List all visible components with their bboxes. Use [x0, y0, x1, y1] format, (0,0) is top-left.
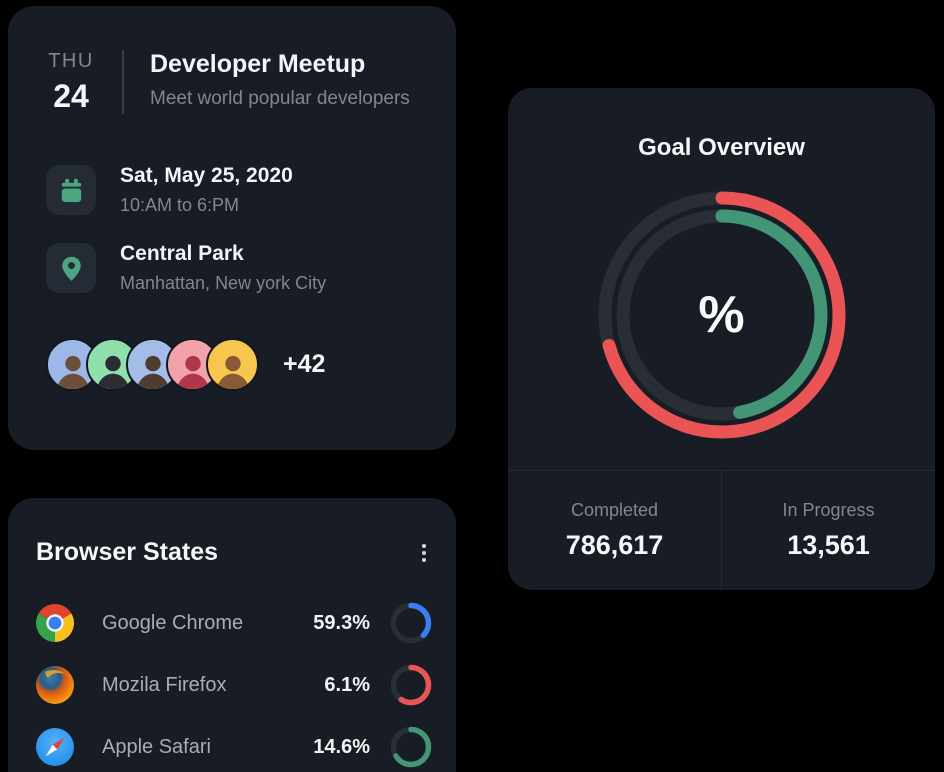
- event-subtitle: Meet world popular developers: [150, 88, 410, 109]
- browser-states-title: Browser States: [36, 538, 219, 566]
- browser-name: Mozila Firefox: [102, 673, 227, 696]
- browser-usage-ring: [390, 664, 432, 706]
- event-time-text: 10:AM to 6:PM: [120, 195, 240, 215]
- browser-row-chrome: Google Chrome 59.3%: [36, 598, 432, 648]
- event-location-name: Central Park: [120, 242, 244, 265]
- event-title: Developer Meetup: [150, 50, 366, 78]
- browser-row-safari: Apple Safari 14.6%: [36, 722, 432, 772]
- browser-percent: 59.3%: [313, 611, 370, 634]
- calendar-icon: [46, 165, 96, 215]
- safari-icon: [36, 728, 74, 766]
- goal-overview-card: Goal Overview % Completed 786,617 In Pro…: [508, 88, 935, 590]
- goal-stat-completed: Completed 786,617: [508, 471, 721, 590]
- stat-label: In Progress: [782, 500, 875, 520]
- stat-value: 786,617: [565, 530, 664, 560]
- event-date-badge: THU 24: [42, 50, 100, 115]
- location-pin-icon: [46, 243, 96, 293]
- event-day-number: 24: [53, 78, 89, 114]
- browser-row-firefox: Mozila Firefox 6.1%: [36, 660, 432, 710]
- browser-list: Google Chrome 59.3%: [36, 598, 432, 772]
- attendee-more-count: +42: [283, 350, 326, 378]
- event-location-row: Central Park Manhattan, New york City: [46, 242, 326, 294]
- goal-inprogress-arc: [616, 209, 827, 421]
- event-day-label: THU: [48, 50, 94, 72]
- goal-percent-label: %: [698, 286, 745, 344]
- browser-percent: 14.6%: [313, 735, 370, 758]
- goal-stats-row: Completed 786,617 In Progress 13,561: [508, 470, 935, 590]
- goal-donut-chart: %: [587, 180, 857, 450]
- browser-name: Google Chrome: [102, 611, 244, 634]
- attendee-avatar[interactable]: [206, 338, 259, 391]
- attendee-avatar-group: +42: [46, 338, 325, 391]
- goal-completed-arc: [598, 191, 845, 439]
- event-title-block: Developer Meetup Meet world popular deve…: [150, 50, 410, 110]
- browser-percent: 6.1%: [324, 673, 370, 696]
- browser-states-card: Browser States Google Chrome 59.3%: [8, 498, 456, 772]
- stat-value: 13,561: [787, 530, 870, 560]
- stat-label: Completed: [570, 500, 659, 520]
- event-date-text: Sat, May 25, 2020: [120, 164, 293, 187]
- event-card: THU 24 Developer Meetup Meet world popul…: [8, 6, 456, 450]
- goal-overview-title: Goal Overview: [638, 134, 805, 161]
- kebab-menu-icon[interactable]: [414, 540, 434, 566]
- chrome-icon: [36, 604, 74, 642]
- event-location-city: Manhattan, New york City: [120, 273, 327, 293]
- goal-stat-inprogress: In Progress 13,561: [721, 471, 935, 590]
- event-date-row: Sat, May 25, 2020 10:AM to 6:PM: [46, 164, 293, 216]
- browser-usage-ring: [390, 602, 432, 644]
- browser-usage-ring: [390, 726, 432, 768]
- firefox-icon: [36, 666, 74, 704]
- header-divider: [122, 50, 124, 114]
- browser-states-header: Browser States: [36, 538, 434, 567]
- browser-name: Apple Safari: [102, 735, 211, 758]
